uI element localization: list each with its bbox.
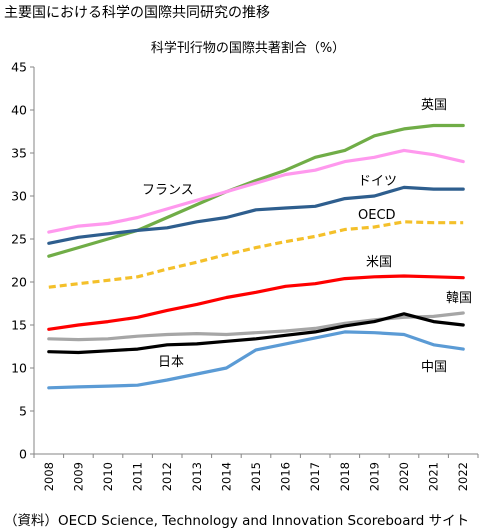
series-line-5	[47, 311, 465, 342]
y-tick-label: 30	[11, 189, 27, 204]
series-line-4	[47, 274, 465, 331]
x-tick-label: 2012	[160, 462, 174, 491]
x-tick-label: 2016	[279, 462, 293, 491]
y-tick-label: 10	[11, 361, 27, 376]
series-line-1	[47, 148, 465, 234]
series-line-6	[47, 312, 465, 355]
x-tick-label: 2013	[190, 462, 204, 491]
series-label-0: 英国	[421, 98, 447, 113]
axes: 0 5 10 15 20 25 30 35 40 45 2008 2009 2010 2011 2012 20…	[11, 60, 479, 491]
x-tick-label: 2017	[308, 462, 322, 491]
series-lines	[47, 123, 465, 390]
series-line-7	[47, 330, 465, 390]
y-tick-label: 25	[11, 232, 27, 247]
series-label-1: フランス	[142, 183, 194, 198]
y-tick-label: 40	[11, 103, 27, 118]
series-label-7: 中国	[421, 360, 447, 375]
series-label-4: 米国	[366, 255, 392, 270]
chart-title: 科学刊行物の国際共著割合（%）	[151, 40, 345, 56]
series-label-6: 日本	[158, 355, 184, 370]
x-tick-label: 2008	[42, 462, 56, 491]
y-tick-label: 45	[11, 60, 27, 75]
series-label-5: 韓国	[446, 291, 472, 306]
x-tick-label: 2022	[456, 462, 470, 491]
x-tick-label: 2015	[249, 462, 263, 491]
series-label-2: ドイツ	[358, 174, 397, 189]
x-tick-label: 2014	[219, 462, 233, 491]
x-tick-label: 2011	[131, 462, 145, 491]
series-label-3: OECD	[358, 208, 396, 223]
y-tick-label: 35	[11, 146, 27, 161]
y-tick-label: 0	[19, 447, 27, 462]
series-line-2	[47, 185, 465, 245]
x-tick-label: 2019	[367, 462, 381, 491]
x-tick-label: 2009	[71, 462, 85, 491]
x-tick-label: 2018	[338, 462, 352, 491]
y-tick-label: 15	[11, 318, 27, 333]
source-note: （資料）OECD Science, Technology and Innovat…	[4, 513, 470, 529]
y-tick-label: 5	[19, 404, 27, 419]
x-tick-label: 2010	[101, 462, 115, 491]
y-tick-label: 20	[11, 275, 27, 290]
x-tick-label: 2021	[427, 462, 441, 491]
page-title: 主要国における科学の国際共同研究の推移	[4, 5, 270, 21]
series-line-0	[47, 123, 465, 258]
x-tick-label: 2020	[397, 462, 411, 491]
series-line-3	[48, 220, 464, 289]
